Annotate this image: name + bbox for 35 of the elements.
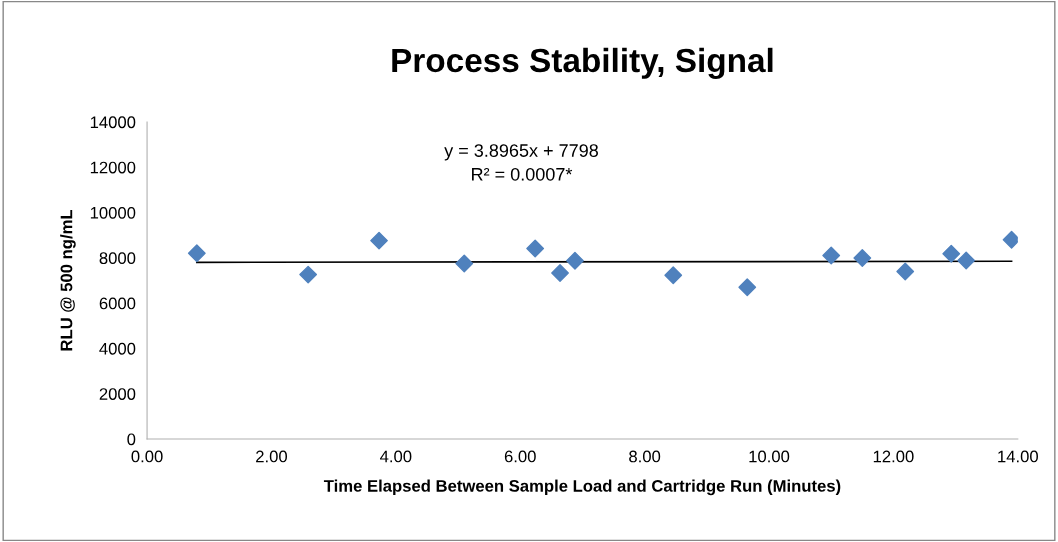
point <box>187 244 206 263</box>
y-tick-label: 0 <box>127 433 136 446</box>
y-tick-label: 10000 <box>90 206 136 219</box>
point <box>896 262 915 281</box>
y-tick-label: 14000 <box>90 116 136 129</box>
x-tick-label: 10.00 <box>749 450 790 463</box>
point <box>455 254 474 273</box>
x-tick-label: 12.00 <box>873 450 914 463</box>
x-tick-label: 8.00 <box>629 450 661 463</box>
x-tick-label: 14.00 <box>998 450 1038 463</box>
y-axis-title: RLU @ 500 ng/mL <box>60 209 76 351</box>
point <box>738 278 757 297</box>
x-tick-label: 2.00 <box>256 450 288 463</box>
chart-title: Process Stability, Signal <box>392 47 773 80</box>
point <box>853 249 872 267</box>
point <box>664 266 683 285</box>
x-tick-label: 6.00 <box>504 450 536 463</box>
point <box>370 231 388 250</box>
point <box>822 246 841 265</box>
point <box>957 251 976 270</box>
x-axis-title: Time Elapsed Between Sample Load and Cartridge Run (Minutes) <box>323 479 841 496</box>
y-tick-label: 2000 <box>99 388 136 400</box>
y-tick-label: 12000 <box>90 161 136 174</box>
x-tick-label: 4.00 <box>380 450 412 463</box>
annotation: R² = 0.0007* <box>472 167 573 181</box>
x-tick-label: 0.00 <box>131 450 163 463</box>
point <box>551 264 569 282</box>
y-tick-label: 4000 <box>99 342 136 355</box>
annotation: y = 3.8965x + 7798 <box>444 144 598 161</box>
point <box>566 251 584 270</box>
point <box>526 239 545 258</box>
y-tick-label: 6000 <box>99 297 136 310</box>
point <box>299 265 318 284</box>
point <box>942 244 961 263</box>
y-tick-label: 8000 <box>99 252 136 265</box>
